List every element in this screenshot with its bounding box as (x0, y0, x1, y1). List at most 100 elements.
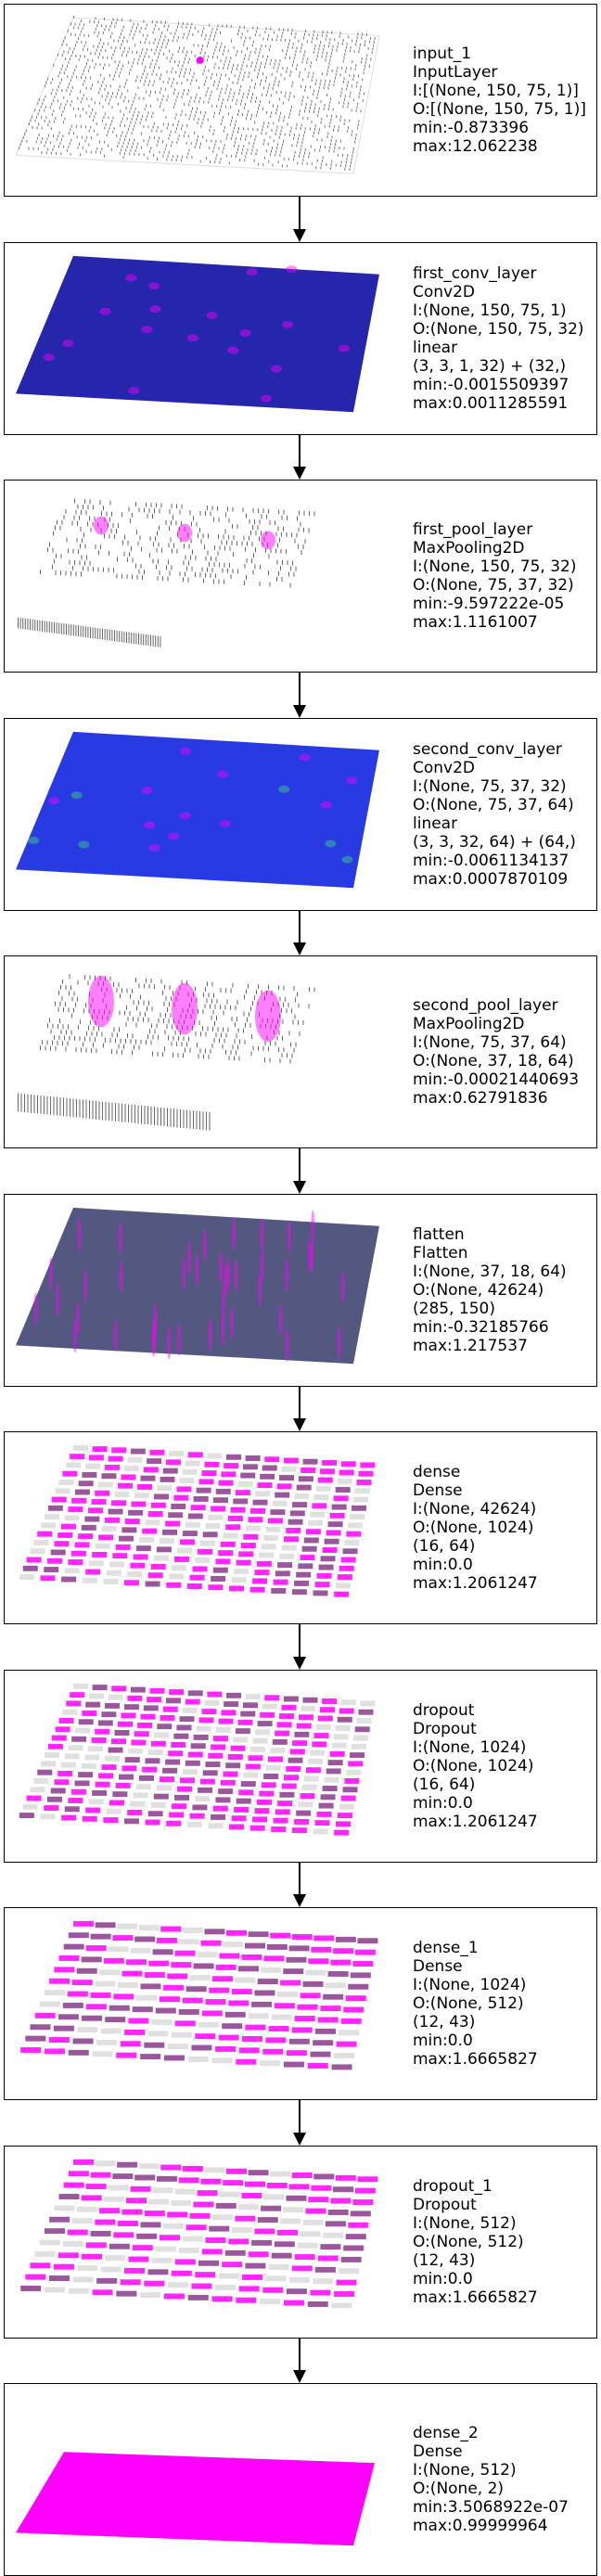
activation-mark (37, 101, 39, 105)
activation-mark (211, 1743, 226, 1749)
activation-mark (300, 46, 302, 50)
activation-mark (84, 544, 86, 549)
activation-mark (242, 2036, 263, 2042)
activation-mark (290, 32, 292, 35)
activation-mark (236, 1559, 251, 1566)
activation-mark (97, 20, 99, 24)
activation-mark (124, 123, 126, 127)
activation-mark (338, 129, 339, 133)
activation-mark (85, 1569, 101, 1575)
activation-mark (301, 161, 303, 165)
activation-mark (42, 102, 44, 105)
activation-mark (127, 540, 129, 545)
activation-mark (159, 525, 160, 531)
activation-mark (212, 1026, 213, 1032)
activation-mark (171, 565, 173, 570)
activation-mark (162, 122, 164, 126)
activation-mark (281, 1053, 283, 1058)
activation-mark (144, 1106, 146, 1124)
activation-mark (316, 55, 318, 58)
activation-mark (259, 69, 261, 72)
activation-mark (183, 577, 184, 583)
activation-mark (294, 2253, 315, 2260)
activation-mark (277, 1991, 298, 1997)
activation-mark (140, 634, 142, 646)
layer-node-first-conv-layer: first_conv_layer Conv2D I:(None, 150, 75, … (4, 241, 597, 435)
activation-mark (272, 1500, 288, 1506)
activation-mark (258, 107, 260, 110)
activation-mark (212, 1567, 228, 1573)
activation-mark (260, 100, 262, 104)
layer-type: MaxPooling2D (413, 539, 525, 557)
activation-mark (28, 836, 40, 844)
activation-mark (303, 130, 305, 134)
activation-mark (288, 571, 289, 577)
activation-mark (227, 1516, 243, 1521)
activation-mark (218, 1250, 223, 1284)
activation-mark (297, 2242, 318, 2249)
activation-mark (121, 573, 122, 579)
activation-mark (216, 27, 218, 31)
activation-mark (350, 164, 352, 168)
activation-mark (179, 1776, 195, 1783)
activation-mark (313, 107, 315, 110)
activation-mark (291, 144, 293, 147)
activation-mark (128, 60, 130, 64)
activation-mark (284, 77, 286, 81)
activation-mark (121, 631, 122, 643)
activation-mark (145, 27, 147, 31)
activation-mark (171, 57, 173, 60)
activation-mark (195, 110, 197, 114)
activation-mark (292, 158, 294, 161)
activation-mark (236, 1798, 251, 1804)
activation-mark (137, 1105, 139, 1124)
activation-mark (293, 57, 295, 60)
activation-mark (302, 137, 304, 141)
activation-mark (70, 100, 72, 103)
activation-mark (277, 526, 279, 532)
layer-detail: max:1.1161007 (413, 613, 538, 632)
activation-mark (229, 1823, 245, 1829)
activation-mark (243, 127, 245, 131)
activation-mark (247, 541, 248, 546)
layer-detail: min:-9.597222e-05 (413, 595, 565, 613)
activation-mark (128, 46, 130, 50)
activation-mark (271, 1587, 287, 1594)
activation-mark (292, 43, 294, 46)
activation-mark (204, 110, 206, 114)
activation-mark (173, 1494, 189, 1501)
activation-mark (276, 125, 278, 129)
activation-mark (193, 1734, 209, 1740)
activation-mark (184, 103, 185, 107)
activation-mark (151, 2257, 173, 2263)
activation-mark (222, 2261, 243, 2267)
activation-mark (228, 534, 229, 540)
activation-mark (143, 83, 145, 86)
activation-mark (162, 990, 163, 995)
activation-mark (297, 516, 298, 521)
activation-mark (128, 1748, 144, 1754)
activation-mark (58, 1717, 74, 1724)
activation-mark (358, 1470, 374, 1477)
activation-mark (156, 157, 158, 160)
activation-mark (71, 520, 73, 526)
activation-mark (289, 130, 291, 134)
layer-detail: max:1.2061247 (413, 1574, 538, 1593)
activation-mark (244, 580, 245, 585)
activation-mark (291, 2172, 313, 2178)
activation-mark (181, 980, 183, 985)
activation-mark (207, 550, 209, 556)
activation-mark (171, 1041, 173, 1046)
activation-mark (242, 507, 244, 513)
activation-mark (238, 1551, 254, 1557)
activation-mark (234, 140, 236, 144)
activation-mark (311, 79, 313, 82)
activation-mark (328, 62, 330, 66)
activation-mark (58, 1006, 59, 1012)
activation-mark (88, 104, 90, 108)
activation-mark (370, 58, 372, 61)
activation-mark (322, 1785, 338, 1791)
activation-mark (181, 82, 183, 85)
activation-mark (335, 139, 337, 143)
activation-mark (73, 15, 74, 19)
